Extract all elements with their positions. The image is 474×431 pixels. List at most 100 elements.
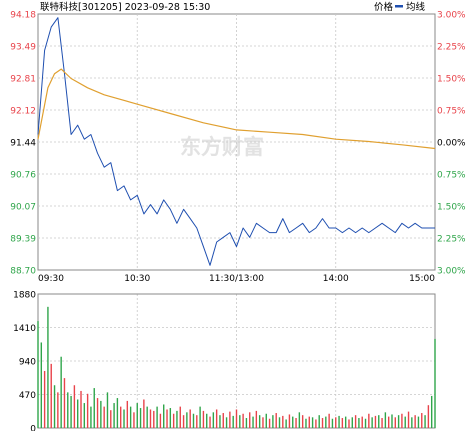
volume-bar (169, 408, 172, 428)
volume-bar (338, 415, 340, 428)
volume-bar (268, 418, 271, 428)
volume-tick-label: 0 (30, 425, 36, 431)
volume-bar (67, 392, 69, 428)
volume-bar (139, 408, 142, 428)
volume-tick-label: 940 (19, 358, 36, 368)
average-series-line (37, 68, 436, 150)
volume-bar (394, 417, 396, 428)
x-tick-label: 09:30 (38, 274, 64, 284)
volume-bar (275, 413, 277, 428)
volume-bar (113, 403, 115, 428)
volume-bar (235, 409, 238, 428)
price-grid (37, 13, 436, 271)
volume-tick-label: 1880 (13, 291, 36, 301)
x-tick-label: 10:30 (124, 274, 150, 284)
volume-bar (341, 418, 344, 428)
volume-bar (414, 415, 416, 428)
volume-bar (77, 399, 79, 428)
volume-bar (305, 418, 307, 428)
volume-bar (57, 392, 59, 428)
volume-bar (90, 406, 92, 428)
volume-bar (397, 415, 400, 428)
volume-bar (308, 416, 310, 428)
volume-bar (255, 410, 258, 428)
volume-bar (298, 412, 301, 428)
volume-bar (159, 413, 162, 428)
volume-bar (37, 321, 39, 428)
volume-bar (311, 417, 314, 428)
volume-bar (407, 411, 410, 428)
volume-bar (40, 342, 43, 428)
volume-bar (93, 388, 95, 428)
y-right-tick-label: 3.00% (437, 267, 466, 277)
volume-bar (278, 417, 281, 428)
y-right-tick-label: 2.25% (437, 235, 466, 245)
volume-bar (335, 417, 337, 428)
volume-bar (285, 419, 287, 428)
x-tick-label: 14:00 (323, 274, 349, 284)
volume-bar (351, 417, 353, 428)
volume-bar (47, 306, 49, 428)
volume-bar (126, 400, 129, 428)
volume-bar (166, 409, 168, 428)
y-right-tick-label: 2.25% (437, 43, 466, 53)
volume-bar (172, 413, 175, 428)
volume-bar (176, 410, 178, 428)
volume-bar (60, 356, 62, 428)
volume-bar (252, 416, 254, 428)
volume-bar (43, 370, 46, 428)
volume-bar (123, 409, 125, 428)
volume-bar (63, 378, 66, 428)
volume-bar (70, 395, 72, 428)
volume-bar (153, 410, 155, 428)
y-right-tick-label: 0.75% (437, 107, 466, 117)
volume-bar (368, 413, 370, 428)
y-right-tick-label: 0.00% (437, 139, 466, 149)
volume-bar (129, 406, 132, 428)
volume-bar (424, 415, 426, 428)
volume-bar (371, 417, 373, 428)
volume-bar (192, 413, 195, 428)
volume-bar (73, 385, 76, 428)
volume-bar (381, 418, 383, 428)
chart-header: 联特科技[301205] 2023-09-28 15:30 价格 均线 (40, 1, 426, 13)
volume-bars (37, 306, 436, 428)
volume-bar (222, 413, 224, 428)
volume-bar (179, 406, 181, 428)
volume-bar (318, 415, 320, 428)
y-right-tick-label: 1.50% (437, 75, 466, 85)
y-left-tick-label: 90.07 (10, 203, 36, 213)
volume-bar (116, 398, 119, 428)
chart-title: 联特科技[301205] 2023-09-28 15:30 (40, 1, 210, 13)
y-left-tick-label: 90.76 (10, 171, 36, 181)
volume-bar (103, 406, 105, 428)
volume-bar (321, 418, 324, 428)
axis-labels: 94.18 3.00% 93.49 2.25% 92.81 1.50% 92.12 0.75%… (10, 11, 466, 431)
y-left-tick-label: 89.39 (10, 235, 36, 245)
watermark-text: 东方财富 (180, 135, 264, 159)
volume-bar (143, 399, 145, 428)
volume-bar (364, 418, 367, 428)
volume-bar (384, 412, 387, 428)
y-left-tick-label: 88.70 (10, 267, 36, 277)
price-lines (37, 17, 436, 266)
volume-bar (295, 418, 297, 428)
volume-tick-label: 1410 (13, 324, 36, 334)
volume-bar (315, 419, 317, 428)
volume-bar (374, 415, 377, 428)
volume-bar (239, 415, 241, 428)
volume-bar (53, 385, 56, 428)
volume-bar (96, 398, 99, 428)
volume-bar (209, 416, 211, 428)
volume-bar (328, 413, 330, 428)
volume-bar (417, 416, 420, 428)
volume-bar (401, 413, 403, 428)
volume-bar (411, 417, 413, 428)
volume-bar (186, 412, 188, 428)
volume-bar (258, 415, 261, 428)
volume-bar (215, 409, 218, 428)
volume-bar (265, 413, 267, 428)
volume-bar (156, 406, 158, 428)
volume-bar (354, 415, 357, 428)
